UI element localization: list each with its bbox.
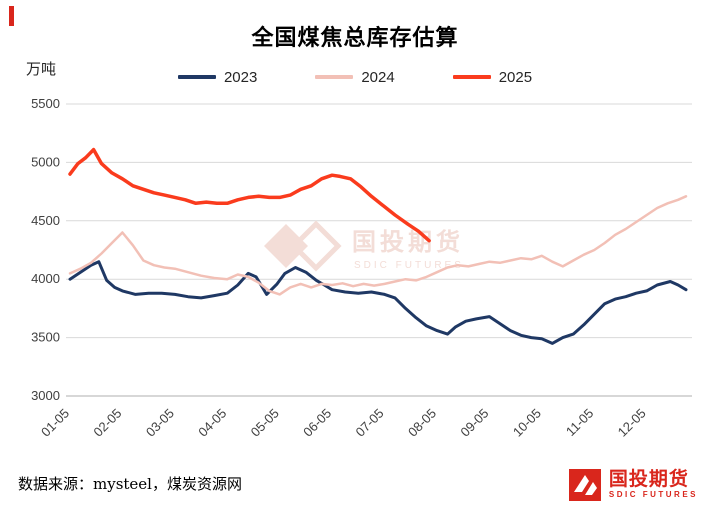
logo-name-cn: 国投期货 bbox=[608, 469, 689, 491]
y-tick-label-5000: 5000 bbox=[31, 154, 60, 169]
legend-swatch-2025 bbox=[452, 75, 491, 79]
x-tick-label-10-05: 10-05 bbox=[510, 406, 544, 440]
legend-item-2023[interactable]: 2023 bbox=[177, 68, 258, 86]
x-tick-label-03-05: 03-05 bbox=[143, 406, 177, 440]
logo-name-en: SDIC FUTURES bbox=[608, 490, 698, 500]
watermark-text-en: SDIC FUTURES bbox=[354, 260, 464, 271]
x-tick-label-07-05: 07-05 bbox=[353, 406, 387, 440]
x-tick-label-08-05: 08-05 bbox=[405, 406, 439, 440]
watermark-diamond-icon bbox=[264, 224, 308, 268]
x-tick-label-11-05: 11-05 bbox=[563, 406, 596, 439]
legend-swatch-2023 bbox=[177, 75, 216, 79]
y-tick-label-3500: 3500 bbox=[31, 330, 60, 345]
x-tick-label-09-05: 09-05 bbox=[457, 406, 491, 440]
logo-text: 国投期货 SDIC FUTURES bbox=[608, 469, 698, 500]
x-tick-label-05-05: 05-05 bbox=[248, 406, 282, 440]
sdic-logo-icon bbox=[568, 469, 601, 501]
series-line-2025 bbox=[68, 147, 431, 243]
x-tick-label-02-05: 02-05 bbox=[90, 406, 124, 440]
x-tick-label-12-05: 12-05 bbox=[615, 406, 649, 440]
corner-accent-mark bbox=[9, 6, 14, 26]
legend-swatch-2024 bbox=[315, 75, 354, 79]
y-tick-label-3000: 3000 bbox=[31, 388, 60, 403]
series-line-2023 bbox=[68, 260, 688, 345]
legend-item-2025[interactable]: 2025 bbox=[452, 68, 533, 86]
y-axis-unit-label: 万吨 bbox=[26, 61, 57, 78]
watermark-text-cn: 国投期货 bbox=[352, 228, 464, 256]
line-chart: 3000 3500 4000 4500 5000 5500 01-05 02-05 03-05 0… bbox=[31, 96, 692, 440]
company-logo: 国投期货 SDIC FUTURES bbox=[568, 468, 698, 502]
legend-label-2023: 2023 bbox=[223, 68, 258, 86]
page-title: 全国煤焦总库存估算 bbox=[251, 25, 459, 50]
watermark-diamond-outline-icon bbox=[290, 220, 342, 272]
series-line-2024 bbox=[68, 195, 688, 296]
data-source-text: 数据来源：mysteel，煤炭资源网 bbox=[18, 475, 242, 493]
legend-item-2024[interactable]: 2024 bbox=[315, 68, 395, 86]
legend-label-2024: 2024 bbox=[361, 68, 395, 86]
watermark: 国投期货 SDIC FUTURES bbox=[264, 220, 464, 272]
y-tick-label-4500: 4500 bbox=[31, 213, 60, 228]
x-tick-label-06-05: 06-05 bbox=[300, 406, 334, 440]
legend-label-2025: 2025 bbox=[498, 68, 533, 86]
x-tick-label-04-05: 04-05 bbox=[195, 406, 229, 440]
y-tick-label-5500: 5500 bbox=[31, 96, 60, 111]
y-tick-label-4000: 4000 bbox=[31, 271, 60, 286]
x-tick-label-01-05: 01-05 bbox=[38, 406, 72, 440]
legend: 2023 2024 2025 bbox=[0, 68, 710, 86]
